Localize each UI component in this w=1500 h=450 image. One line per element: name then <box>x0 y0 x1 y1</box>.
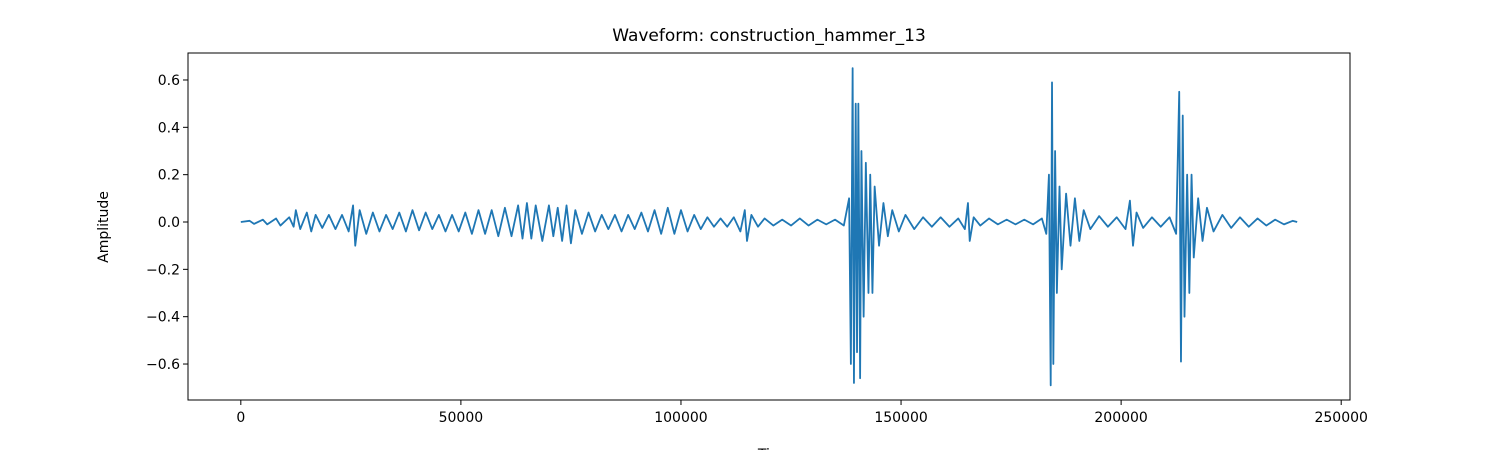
x-tick-label: 0 <box>236 410 245 426</box>
y-tick-label: −0.2 <box>146 262 180 278</box>
y-tick-label: 0.4 <box>158 120 180 136</box>
x-tick-label: 250000 <box>1314 410 1367 426</box>
x-tick-label: 200000 <box>1094 410 1147 426</box>
x-tick-label: 50000 <box>439 410 484 426</box>
y-axis-label: Amplitude <box>96 191 112 263</box>
y-tick-label: 0.0 <box>158 215 180 231</box>
y-tick-label: 0.6 <box>158 73 180 89</box>
x-tick-label: 100000 <box>654 410 707 426</box>
x-axis-label: Time <box>757 447 792 450</box>
y-tick-label: 0.2 <box>158 168 180 184</box>
y-tick-label: −0.6 <box>146 357 180 373</box>
x-tick-label: 150000 <box>874 410 927 426</box>
waveform-line <box>240 67 1298 387</box>
chart-title: Waveform: construction_hammer_13 <box>612 26 926 46</box>
y-tick-label: −0.4 <box>146 310 180 326</box>
plot-frame <box>187 52 1351 401</box>
